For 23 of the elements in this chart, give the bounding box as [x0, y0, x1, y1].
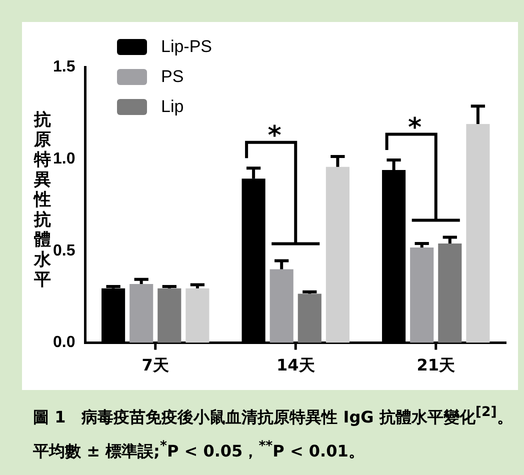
bar — [466, 124, 490, 343]
bar — [186, 288, 210, 343]
annotation: * — [268, 121, 282, 152]
bar — [270, 269, 294, 343]
text: 圖 1 病毒疫苗免疫後小鼠血清抗原特異性 IgG 抗體水平變化$^{[2]}$。平均數 ± 標準誤;$^{*}$P < 0.05，$^{**}$P < 0.01。 — [33, 405, 513, 461]
y-tick-label: 1.5 — [52, 58, 76, 76]
bar — [410, 248, 434, 343]
x-tick-label: 14天 — [276, 356, 316, 375]
legend-label: Lip — [161, 97, 184, 117]
x-tick-label: 7天 — [142, 356, 170, 375]
y-tick-label: 0.5 — [52, 242, 76, 260]
bar — [438, 244, 462, 343]
bar — [298, 294, 322, 343]
legend-label: PS — [161, 67, 184, 87]
y-tick-label: 0.0 — [52, 334, 76, 352]
y-tick-label: 1.0 — [52, 150, 76, 168]
annotation: * — [408, 113, 422, 144]
legend-label: Lip-PS — [161, 37, 212, 57]
x-tick-label: 21天 — [416, 356, 456, 375]
bar — [158, 288, 182, 343]
bar — [130, 284, 154, 343]
bar — [326, 166, 350, 343]
text: 抗原特異性抗體水平 — [34, 110, 51, 290]
